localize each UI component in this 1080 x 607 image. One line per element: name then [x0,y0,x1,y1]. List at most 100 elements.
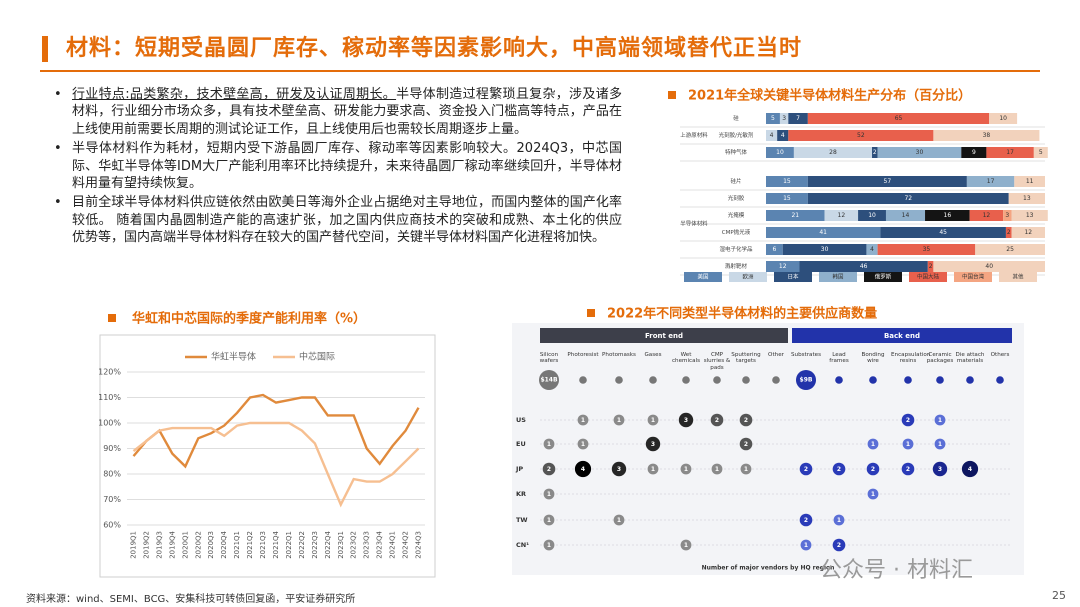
vendor-count-circle [901,462,915,476]
market-dot [835,376,843,384]
bar-segment [766,130,778,141]
vendor-count: 1 [715,466,719,473]
segment-label: 7 [796,115,800,122]
bar-segment [1033,147,1048,158]
segment-label: 11 [1026,178,1034,185]
x-tick-label: 2020Q1 [181,531,189,559]
vendor-count: 4 [581,466,585,473]
legend-swatch [864,272,902,282]
bar-segment [877,147,962,158]
bar-segment [989,113,1018,124]
vendor-count-circle [543,514,555,526]
vendor-count-circle [740,463,752,475]
bullet-list: 行业特点:品类繁杂，技术壁垒高，研发及认证周期长。半导体制造过程繁琐且复杂，涉及… [50,86,622,249]
vendor-count-circle [799,462,813,476]
vendor-count-circle [680,463,692,475]
slide-title: 材料：短期受晶圆厂库存、稼动率等因素影响大，中高端领域替代正当时 [66,35,803,61]
vendor-count: 2 [744,441,748,448]
x-tick-label: 2022Q2 [298,531,306,559]
segment-label: 12 [983,212,991,219]
column-label: Gases [644,352,662,358]
legend-swatch [684,272,722,282]
segment-label: 2 [1007,229,1011,236]
legend-swatch [909,272,947,282]
column-label: Photoresist [567,352,599,358]
segment-label: 4 [870,246,874,253]
segment-label: 13 [1026,212,1034,219]
vendor-count-circle [542,462,556,476]
market-dot [615,376,623,384]
bar-segment [766,210,825,221]
back-end-header [792,328,1012,343]
vendor-count: 2 [906,417,910,424]
column-label: CMP slurries & pads [703,352,731,371]
x-tick-label: 2023Q4 [376,530,384,558]
y-tick-label: 100% [98,419,121,428]
vendor-count: 3 [938,466,942,473]
bar-segment [986,147,1034,158]
column-label: Encapsulation resins [891,352,931,365]
segment-label: 15 [783,195,791,202]
vendor-count-circle [799,513,813,527]
vendor-count: 3 [651,441,655,448]
vendor-count: 3 [617,466,621,473]
legend-label: 华虹半导体 [211,351,256,363]
category-label: 特种气体 [725,148,748,156]
column-label: Others [990,352,1010,358]
bar-segment [933,261,1045,272]
x-tick-label: 2023Q3 [363,531,371,559]
vendor-count: 1 [547,542,551,549]
segment-label: 46 [860,263,868,270]
bar-segment [779,113,789,124]
bar-segment [807,193,1009,204]
vendor-count-circle [934,414,946,426]
market-dot [869,376,877,384]
legend-label: 中国台湾 [962,273,985,281]
region-label: KR [516,490,526,498]
market-dot [649,376,657,384]
vendor-count: 1 [617,517,621,524]
vendor-count-circle [647,414,659,426]
bar-segment [872,147,878,158]
column-label: Bonding wire [861,352,885,365]
bar-segment [799,261,928,272]
bar-segment [877,244,976,255]
vendor-count-circle [961,460,979,478]
front-end-label: Front end [645,332,683,340]
segment-label: 4 [781,132,785,139]
segment-label: 12 [1024,229,1032,236]
title-marker [108,314,116,322]
vendor-count: 1 [547,517,551,524]
page-number: 25 [1052,589,1066,602]
x-tick-label: 2021Q1 [233,531,241,559]
legend-label: 中国大陆 [917,273,940,281]
x-tick-label: 2023Q2 [350,531,358,559]
bar-segment [1011,210,1048,221]
segment-label: 15 [783,178,791,185]
x-tick-label: 2020Q4 [220,530,228,558]
segment-label: 41 [819,229,827,236]
vendor-count-circle [574,460,592,478]
x-tick-label: 2022Q1 [285,531,293,559]
segment-label: 4 [770,132,774,139]
vendor-count: 1 [906,441,910,448]
vendor-count-circle [647,463,659,475]
y-tick-label: 90% [103,444,121,453]
legend-label: 俄罗斯 [875,273,892,281]
column-label: Sputtering targets [731,352,761,365]
x-tick-label: 2020Q2 [194,531,202,559]
segment-label: 17 [1006,149,1014,156]
front-end-header [540,328,788,343]
bar-segment [788,113,808,124]
vendor-count-circle [739,437,753,451]
bar-segment [766,113,780,124]
vendor-count: 4 [968,466,972,473]
line-series [132,421,420,508]
segment-label: 52 [857,132,865,139]
vendor-count-circle [832,538,846,552]
segment-label: 10 [868,212,876,219]
vendor-count-circle [800,539,812,551]
market-bubble [539,370,559,390]
column-label: Substrates [790,352,822,358]
segment-label: 72 [904,195,912,202]
